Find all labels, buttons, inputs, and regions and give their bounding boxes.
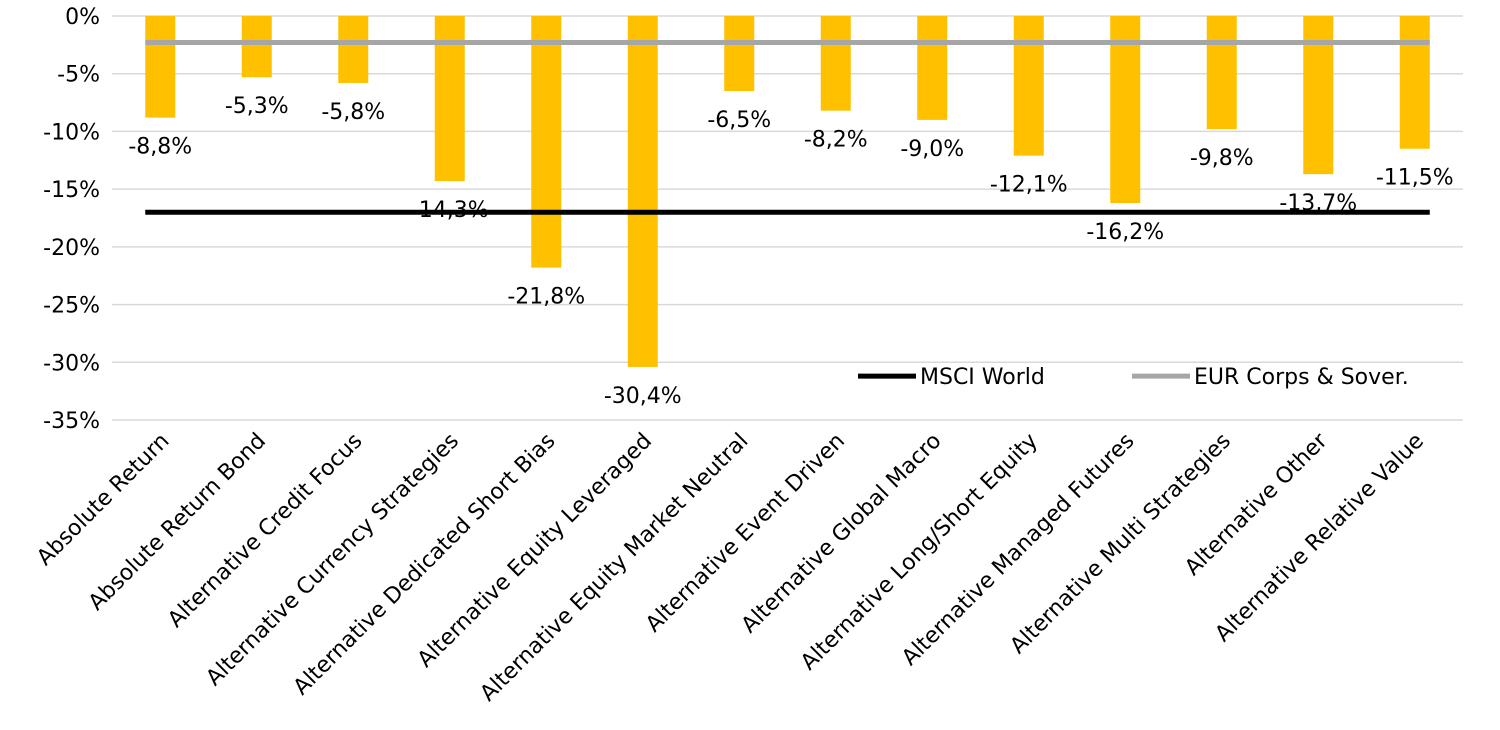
- y-tick-label: -15%: [43, 178, 100, 203]
- bar: [531, 16, 562, 268]
- bars: [145, 16, 1430, 367]
- bar: [241, 16, 272, 78]
- y-axis-ticks: 0% -5% -10% -15% -20% -25% -30% -35%: [43, 5, 100, 434]
- data-label: -8,8%: [128, 135, 192, 160]
- legend-label: EUR Corps & Sover.: [1194, 365, 1409, 390]
- category-label: Absolute Return Bond: [84, 429, 271, 616]
- bar: [338, 16, 369, 83]
- data-label: -9,8%: [1190, 146, 1254, 171]
- bar: [145, 16, 176, 118]
- data-label: -9,0%: [900, 137, 964, 162]
- y-tick-label: -5%: [57, 63, 100, 88]
- y-tick-label: -25%: [43, 294, 100, 319]
- bar: [820, 16, 851, 111]
- gridlines: [112, 15, 1463, 421]
- data-label: -30,4%: [604, 384, 682, 409]
- reference-lines: [145, 40, 1430, 215]
- data-label: -11,5%: [1376, 166, 1454, 191]
- category-label: Alternative Event Driven: [641, 429, 850, 638]
- y-tick-label: -20%: [43, 236, 100, 261]
- bar: [917, 16, 948, 120]
- legend-label: MSCI World: [920, 365, 1045, 390]
- category-label: Alternative Credit Focus: [163, 429, 367, 633]
- y-tick-label: -30%: [43, 351, 100, 376]
- data-label: -8,2%: [804, 128, 868, 153]
- category-label: Alternative Relative Value: [1211, 429, 1429, 647]
- data-label: -16,2%: [1086, 220, 1164, 245]
- y-tick-label: -35%: [43, 409, 100, 434]
- bar: [1206, 16, 1237, 130]
- y-tick-label: -10%: [43, 120, 100, 145]
- bar: [1303, 16, 1334, 175]
- y-tick-label: 0%: [65, 5, 100, 30]
- data-labels: -8,8% -5,3% -5,8% -14,3% -21,8% -30,4% -6,5% -8…: [128, 94, 1453, 409]
- data-label: -5,8%: [321, 100, 385, 125]
- data-label: -14,3%: [411, 198, 489, 223]
- bar: [1013, 16, 1044, 156]
- data-label: -6,5%: [707, 108, 771, 133]
- data-label: -21,8%: [507, 285, 585, 310]
- bar: [1399, 16, 1430, 149]
- data-label: -12,1%: [990, 173, 1068, 198]
- bar: [627, 16, 658, 367]
- legend: MSCI World EUR Corps & Sover.: [858, 365, 1409, 390]
- data-label: -13,7%: [1279, 191, 1357, 216]
- bar: [1110, 16, 1141, 203]
- bar: [724, 16, 755, 92]
- category-label: Alternative Global Macro: [737, 429, 947, 639]
- data-label: -5,3%: [225, 94, 289, 119]
